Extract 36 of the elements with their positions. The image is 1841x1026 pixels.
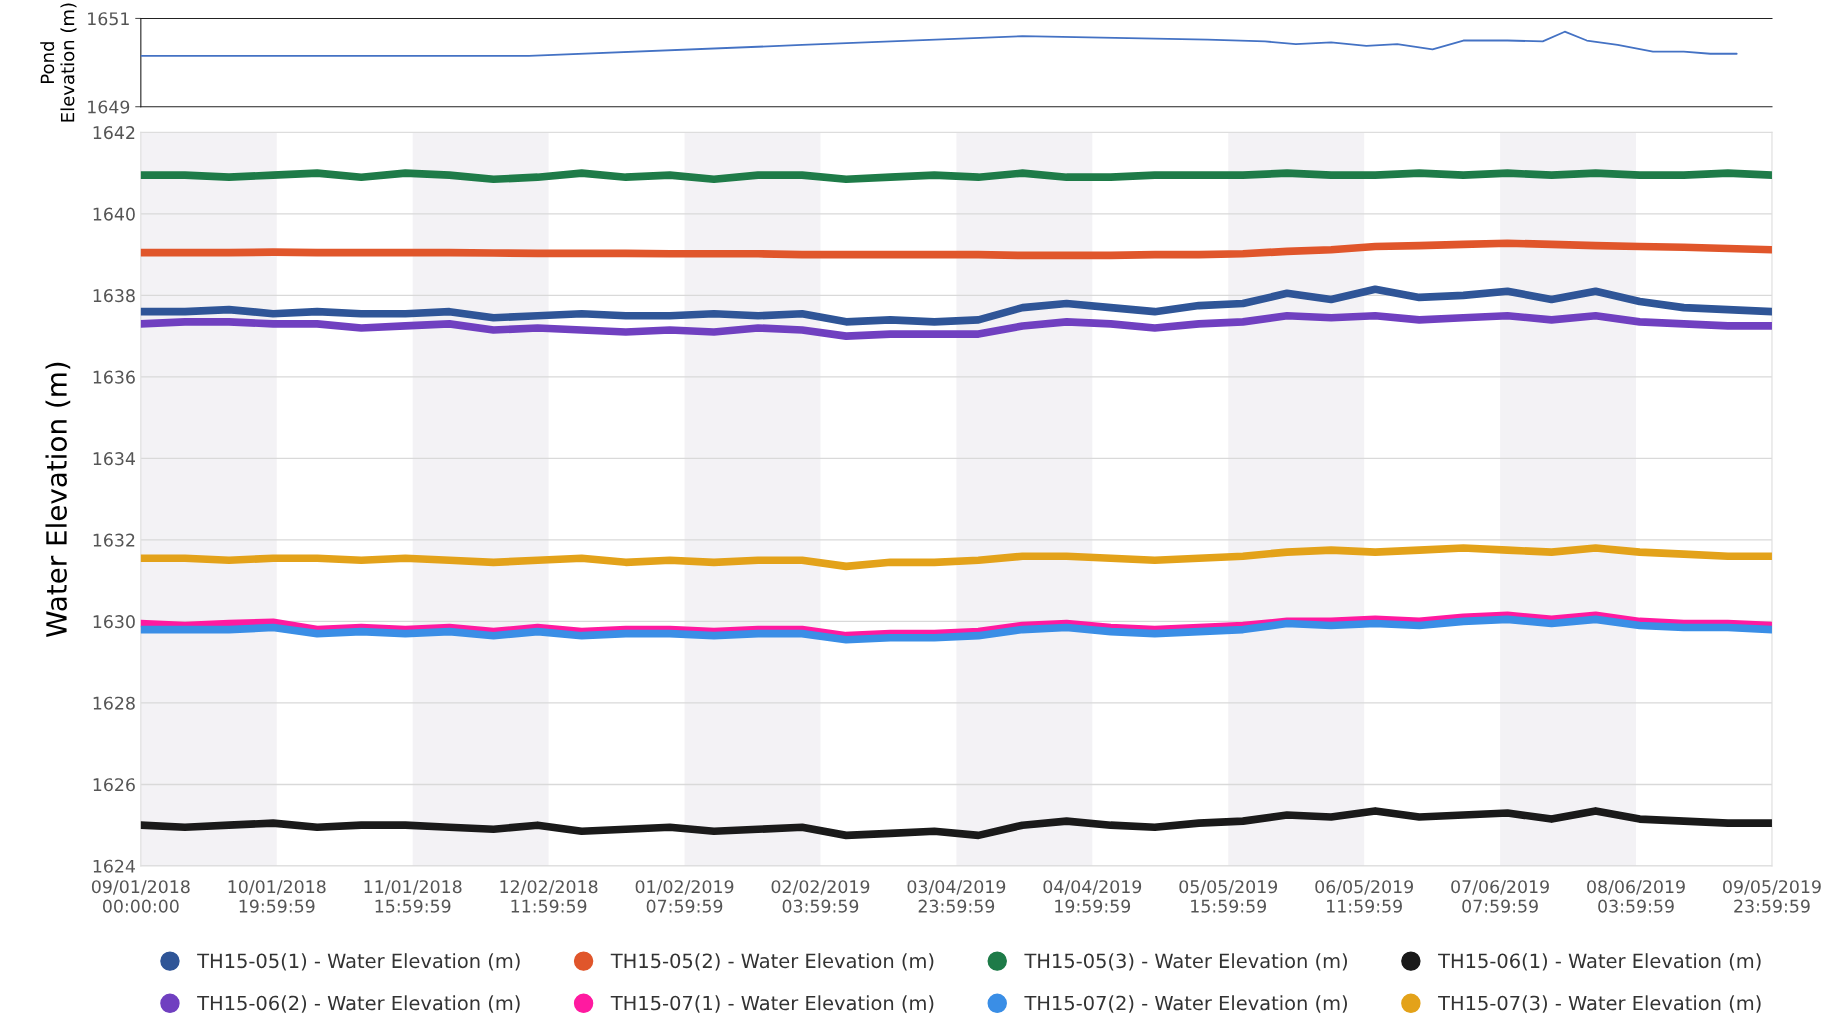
legend-label: TH15-07(2) - Water Elevation (m) (1024, 995, 1347, 1013)
x-tick-label: 09/05/2019 23:59:59 (1723, 880, 1821, 913)
y-tick-label: 1628 (93, 696, 135, 710)
x-tick-label: 06/05/2019 11:59:59 (1315, 880, 1413, 913)
y-tick-label: 1638 (93, 289, 135, 303)
x-tick-label: 08/06/2019 03:59:59 (1587, 880, 1685, 913)
y-tick-label: 1626 (93, 778, 135, 792)
y-tick-label: 1642 (93, 126, 135, 140)
legend-label: TH15-07(1) - Water Elevation (m) (610, 995, 934, 1013)
y-tick-label: 1640 (93, 207, 135, 221)
x-tick-label: 04/04/2019 19:59:59 (1043, 880, 1142, 913)
x-tick-label: 07/06/2019 07:59:59 (1451, 880, 1549, 913)
y-tick-label: 1649 (88, 100, 130, 114)
y-tick-label: 1630 (93, 615, 135, 629)
x-tick-label: 09/01/2018 00:00:00 (91, 880, 190, 913)
legend-label: TH15-06(2) - Water Elevation (m) (197, 995, 520, 1013)
x-tick-label: 02/02/2019 03:59:59 (771, 880, 870, 913)
x-tick-label: 03/04/2019 23:59:59 (907, 880, 1006, 913)
line-series (140, 30, 1738, 57)
y-tick-label: 1634 (93, 452, 135, 466)
x-tick-label: 01/02/2019 07:59:59 (635, 880, 734, 913)
legend-label: TH15-06(1) - Water Elevation (m) (1438, 953, 1761, 971)
y-tick-label: 1636 (93, 370, 135, 384)
x-tick-label: 11/01/2018 15:59:59 (364, 880, 462, 913)
legend-label: TH15-07(3) - Water Elevation (m) (1438, 995, 1761, 1013)
legend-label: TH15-05(1) - Water Elevation (m) (197, 953, 520, 971)
x-tick-label: 05/05/2019 15:59:59 (1179, 880, 1278, 913)
legend-label: TH15-05(2) - Water Elevation (m) (610, 953, 934, 971)
y-tick-label: 1624 (93, 859, 135, 873)
x-tick-label: 10/01/2018 19:59:59 (228, 880, 326, 913)
legend-label: TH15-05(3) - Water Elevation (m) (1024, 953, 1347, 971)
x-tick-label: 12/02/2018 11:59:59 (500, 880, 598, 913)
y-axis-title: Water Elevation (m) (45, 362, 71, 637)
y-tick-label: 1632 (93, 533, 135, 547)
y-axis-title: Pond Elevation (m) (40, 3, 77, 122)
y-tick-label: 1651 (88, 12, 129, 26)
